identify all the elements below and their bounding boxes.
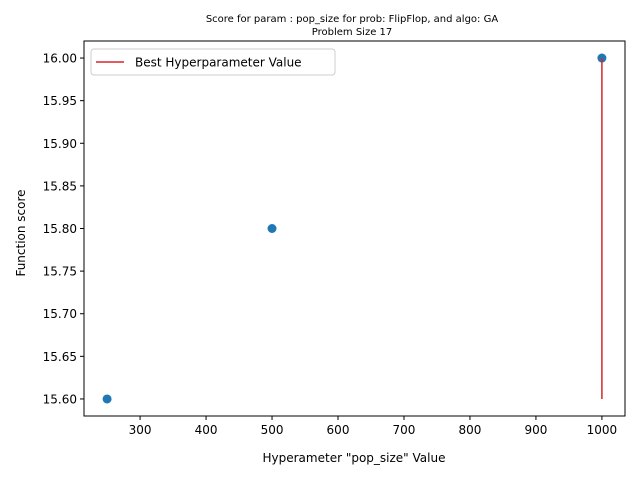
x-axis-label: Hyperameter "pop_size" Value [263,451,446,465]
data-point-1 [102,394,112,404]
chart-subtitle: Problem Size 17 [312,27,393,38]
y-tick-label: 15.70 [43,307,77,321]
x-tick-label: 300 [129,423,152,437]
x-tick-label: 700 [393,423,416,437]
plot-area [102,53,607,404]
x-tick-label: 800 [459,423,482,437]
legend-box [90,48,336,76]
y-tick-label: 15.65 [43,350,77,364]
y-tick-label: 15.75 [43,265,77,279]
y-tick-label: 15.90 [43,137,77,151]
chart-title: Score for param : pop_size for prob: Fli… [206,14,499,25]
x-tick-label: 400 [195,423,218,437]
y-tick-label: 16.00 [43,52,77,66]
y-tick-label: 15.60 [43,392,77,406]
x-tick-label: 1000 [587,423,618,437]
y-tick-label: 15.95 [43,94,77,108]
data-point-2 [267,224,277,233]
x-axis-ticks: 300 400 500 600 700 800 900 1000 [129,416,618,437]
legend-label-best-line: Best Hyperparameter Value [135,56,302,70]
y-axis-ticks: 15.60 15.65 15.70 15.75 15.80 15.85 15.90 15.95… [43,52,84,406]
x-tick-label: 600 [327,423,350,437]
y-tick-label: 15.85 [43,179,77,193]
y-tick-label: 15.80 [43,222,77,236]
x-tick-label: 500 [261,423,284,437]
x-tick-label: 900 [524,423,547,437]
legend: Best Hyperparameter Value [90,48,336,76]
y-axis-label: Function score [14,189,28,276]
